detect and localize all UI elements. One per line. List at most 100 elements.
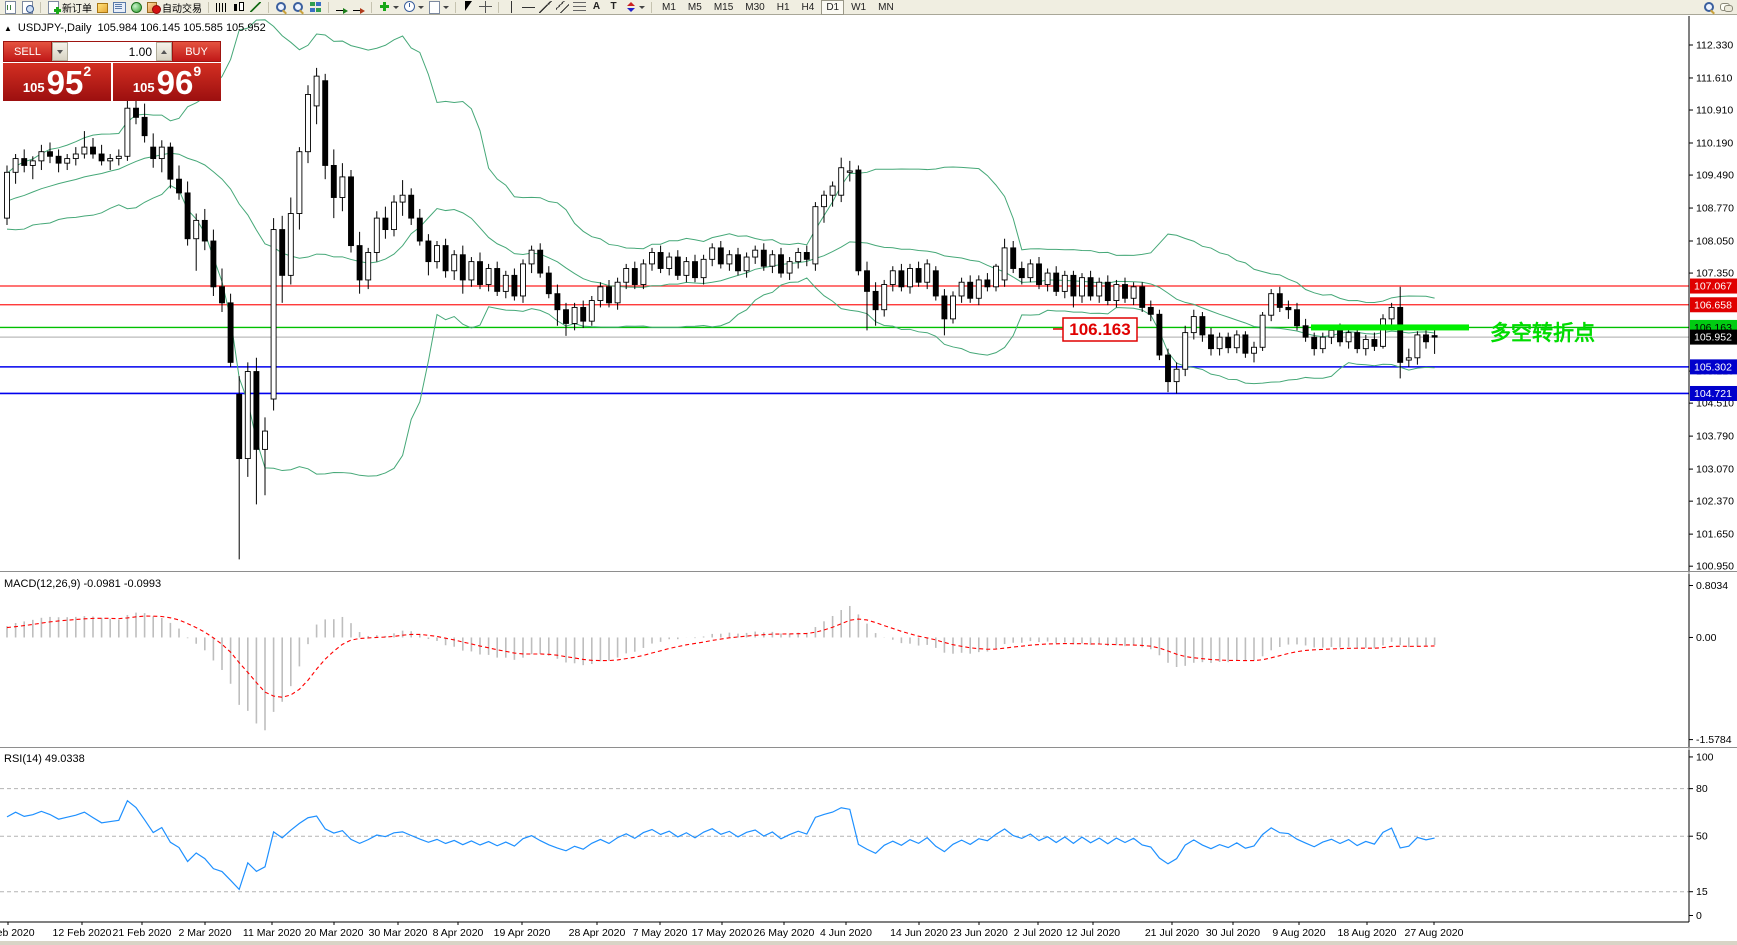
svg-text:11 Mar 2020: 11 Mar 2020 [243, 927, 301, 939]
sell-price-handle: 105 [22, 80, 45, 95]
svg-text:108.770: 108.770 [1696, 203, 1734, 215]
zoom-in-button[interactable] [273, 0, 290, 14]
line-chart-button[interactable] [247, 0, 264, 14]
chart-canvas[interactable]: 106.163 多空转折点 112.330 111.610 110.910 110.190… [0, 16, 1737, 945]
text-button[interactable]: A [588, 0, 605, 14]
timeframe-mn[interactable]: MN [878, 1, 894, 13]
svg-text:12 Jul 2020: 12 Jul 2020 [1066, 927, 1120, 939]
chevron-up-icon [161, 49, 167, 54]
volume-increase-button[interactable] [156, 42, 172, 61]
svg-text:28 Apr 2020: 28 Apr 2020 [569, 927, 626, 939]
periods-button[interactable] [401, 0, 426, 14]
channel-button[interactable] [554, 0, 571, 14]
svg-text:106.163: 106.163 [1069, 320, 1130, 339]
toolbar-separator [328, 1, 329, 13]
new-order-button[interactable]: 新订单 [45, 0, 94, 15]
buy-button[interactable]: BUY [172, 41, 221, 62]
indicators-button[interactable] [376, 0, 401, 14]
svg-text:102.370: 102.370 [1696, 496, 1734, 508]
data-window-button[interactable] [19, 0, 36, 14]
timeframe-buttons: M1 M5 M15 M30 H1 H4 D1 W1 MN [656, 0, 900, 15]
sell-price[interactable]: 105 95 2 [3, 63, 111, 101]
vertical-line-icon [505, 1, 518, 13]
horizontal-line-button[interactable] [520, 0, 537, 14]
svg-text:103.070: 103.070 [1696, 464, 1734, 476]
collapse-triangle-icon[interactable]: ▲ [4, 23, 12, 33]
horizontal-line-icon [522, 1, 535, 13]
cursor-icon [462, 1, 475, 13]
sell-button[interactable]: SELL [3, 41, 52, 62]
timeframe-m1[interactable]: M1 [662, 1, 676, 13]
trendline-button[interactable] [537, 0, 554, 14]
chart-shift-button[interactable] [350, 0, 367, 14]
toolbar-buttons: 新订单 自动交易 A T [2, 0, 656, 15]
rsi-label: RSI(14) 49.0338 [4, 753, 85, 765]
arrows-button[interactable] [622, 0, 647, 14]
svg-text:110.190: 110.190 [1696, 138, 1733, 150]
svg-text:9 Aug 2020: 9 Aug 2020 [1272, 927, 1325, 939]
terminal-button[interactable] [111, 0, 128, 14]
fibonacci-button[interactable] [571, 0, 588, 14]
candlestick-chart-button[interactable] [230, 0, 247, 14]
auto-scroll-icon [335, 1, 348, 14]
terminal-icon [113, 1, 126, 13]
channel-icon [556, 1, 569, 13]
sell-price-point: 2 [83, 63, 92, 79]
svg-text:50: 50 [1696, 831, 1708, 843]
timeframe-h1[interactable]: H1 [776, 1, 790, 13]
chat-button[interactable] [1718, 0, 1735, 14]
autotrading-button[interactable]: 自动交易 [145, 0, 204, 15]
svg-text:0.8034: 0.8034 [1696, 580, 1728, 592]
timeframe-m30[interactable]: M30 [745, 1, 765, 13]
tile-windows-button[interactable] [307, 0, 324, 14]
svg-text:110.910: 110.910 [1696, 105, 1733, 117]
new-chart-icon [4, 1, 17, 14]
new-chart-button[interactable] [2, 0, 19, 14]
volume-stepper [52, 41, 172, 62]
label-button[interactable]: T [605, 0, 622, 14]
svg-text:100: 100 [1696, 751, 1714, 763]
svg-text:17 May 2020: 17 May 2020 [692, 927, 753, 939]
timeframe-h4[interactable]: H4 [801, 1, 815, 13]
macd-signal-line [6, 615, 1435, 698]
svg-text:105.952: 105.952 [1694, 332, 1732, 344]
cursor-button[interactable] [460, 0, 477, 14]
zoom-out-button[interactable] [290, 0, 307, 14]
timeframe-m5[interactable]: M5 [687, 1, 702, 13]
buy-price-pips: 96 [156, 64, 194, 101]
market-watch-button[interactable] [94, 0, 111, 14]
bollinger-lower-band [6, 184, 1435, 477]
vertical-line-button[interactable] [503, 0, 520, 14]
signals-button[interactable] [128, 0, 145, 14]
buy-price[interactable]: 105 96 9 [113, 63, 221, 101]
templates-button[interactable] [426, 0, 451, 14]
market-watch-icon [96, 1, 109, 13]
svg-text:21 Jul 2020: 21 Jul 2020 [1145, 927, 1199, 939]
timeframe-w1[interactable]: W1 [851, 1, 867, 13]
main-pane: 106.163 多空转折点 [0, 19, 1689, 560]
arrows-icon [624, 1, 637, 13]
chevron-down-icon [57, 49, 63, 54]
signals-icon [130, 1, 143, 13]
buy-price-point: 9 [193, 63, 202, 79]
volume-decrease-button[interactable] [52, 42, 68, 61]
svg-text:19 Apr 2020: 19 Apr 2020 [494, 927, 551, 939]
svg-text:12 Feb 2020: 12 Feb 2020 [53, 927, 112, 939]
toolbar-separator [268, 1, 269, 13]
svg-text:105.302: 105.302 [1694, 361, 1732, 373]
timeframe-m15[interactable]: M15 [713, 1, 734, 13]
svg-text:30 Mar 2020: 30 Mar 2020 [369, 927, 428, 939]
chart-area[interactable]: 106.163 多空转折点 112.330 111.610 110.910 110.190… [0, 16, 1737, 945]
crosshair-button[interactable] [477, 0, 494, 14]
chat-icon [1720, 1, 1733, 13]
volume-input[interactable] [68, 42, 156, 61]
timeframe-d1[interactable]: D1 [821, 0, 845, 15]
search-button[interactable] [1701, 0, 1718, 14]
bar-chart-button[interactable] [213, 0, 230, 14]
auto-scroll-button[interactable] [333, 0, 350, 14]
svg-text:108.050: 108.050 [1696, 236, 1734, 248]
one-click-trade-panel: SELL BUY 105 95 2 105 96 9 [3, 41, 221, 101]
bollinger-upper-band [6, 19, 1435, 303]
svg-text:26 May 2020: 26 May 2020 [754, 927, 815, 939]
svg-text:107.350: 107.350 [1696, 268, 1734, 280]
